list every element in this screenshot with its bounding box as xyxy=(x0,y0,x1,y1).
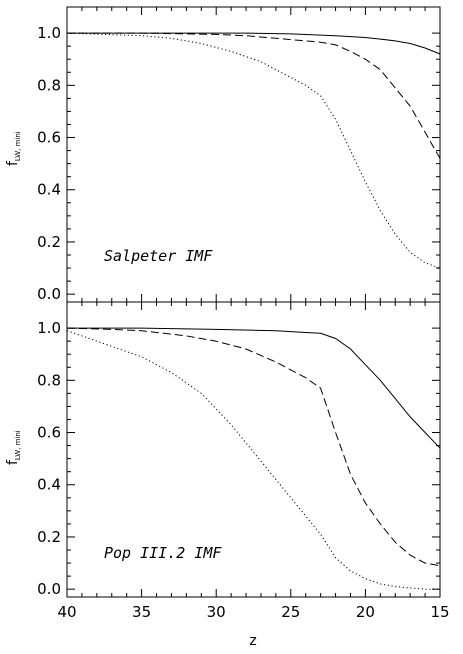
ytick-label: 0.2 xyxy=(37,528,61,546)
xtick-labels: 40 35 30 25 20 15 xyxy=(57,603,449,621)
ytick-label: 0.8 xyxy=(37,371,61,389)
ytick-labels: 0.0 0.2 0.4 0.6 0.8 1.0 xyxy=(37,319,61,598)
xtick-label: 35 xyxy=(132,603,151,621)
tick-marks xyxy=(66,302,441,597)
xlabel: z xyxy=(249,633,256,649)
xtick-label: 30 xyxy=(207,603,226,621)
xtick-label: 15 xyxy=(430,603,449,621)
ylabel-subscript: LW, mini xyxy=(14,430,22,460)
series-line-solid xyxy=(67,32,441,55)
plot-frame xyxy=(66,301,441,598)
series-line-dashed xyxy=(67,32,441,159)
series-group xyxy=(66,327,441,590)
xtick-label: 25 xyxy=(281,603,300,621)
xtick-label: 40 xyxy=(57,603,76,621)
tick-marks xyxy=(66,7,441,302)
ytick-label: 0.4 xyxy=(37,476,61,494)
panel-salpeter: 0.0 0.2 0.4 0.6 0.8 1.0 Salpeter IMF fLW, min… xyxy=(5,6,441,303)
ylabel: fLW, mini xyxy=(5,430,22,465)
series-group xyxy=(66,32,441,269)
ytick-label: 0.6 xyxy=(37,129,61,147)
ytick-labels: 0.0 0.2 0.4 0.6 0.8 1.0 xyxy=(37,24,61,303)
ylabel-subscript: LW, mini xyxy=(14,131,22,161)
series-line-dashed xyxy=(66,327,441,567)
series-line-dotted xyxy=(66,32,441,269)
ytick-label: 0.0 xyxy=(37,580,61,598)
ylabel-main: f xyxy=(5,160,21,166)
ytick-label: 0.2 xyxy=(37,233,61,251)
ytick-label: 0.0 xyxy=(37,285,61,303)
ytick-label: 0.4 xyxy=(37,181,61,199)
ytick-label: 0.8 xyxy=(37,76,61,94)
panel-pop-iii-2: 0.0 0.2 0.4 0.6 0.8 1.0 40 35 30 25 20 15 Pop III.… xyxy=(5,301,450,649)
ytick-label: 0.6 xyxy=(37,424,61,442)
ylabel: fLW, mini xyxy=(5,131,22,166)
xtick-label: 20 xyxy=(356,603,375,621)
panel-label: Salpeter IMF xyxy=(104,247,213,265)
panel-label: Pop III.2 IMF xyxy=(104,544,222,562)
ytick-label: 1.0 xyxy=(37,24,61,42)
series-line-solid xyxy=(67,327,441,449)
ytick-label: 1.0 xyxy=(37,319,61,337)
ylabel-main: f xyxy=(5,459,21,465)
